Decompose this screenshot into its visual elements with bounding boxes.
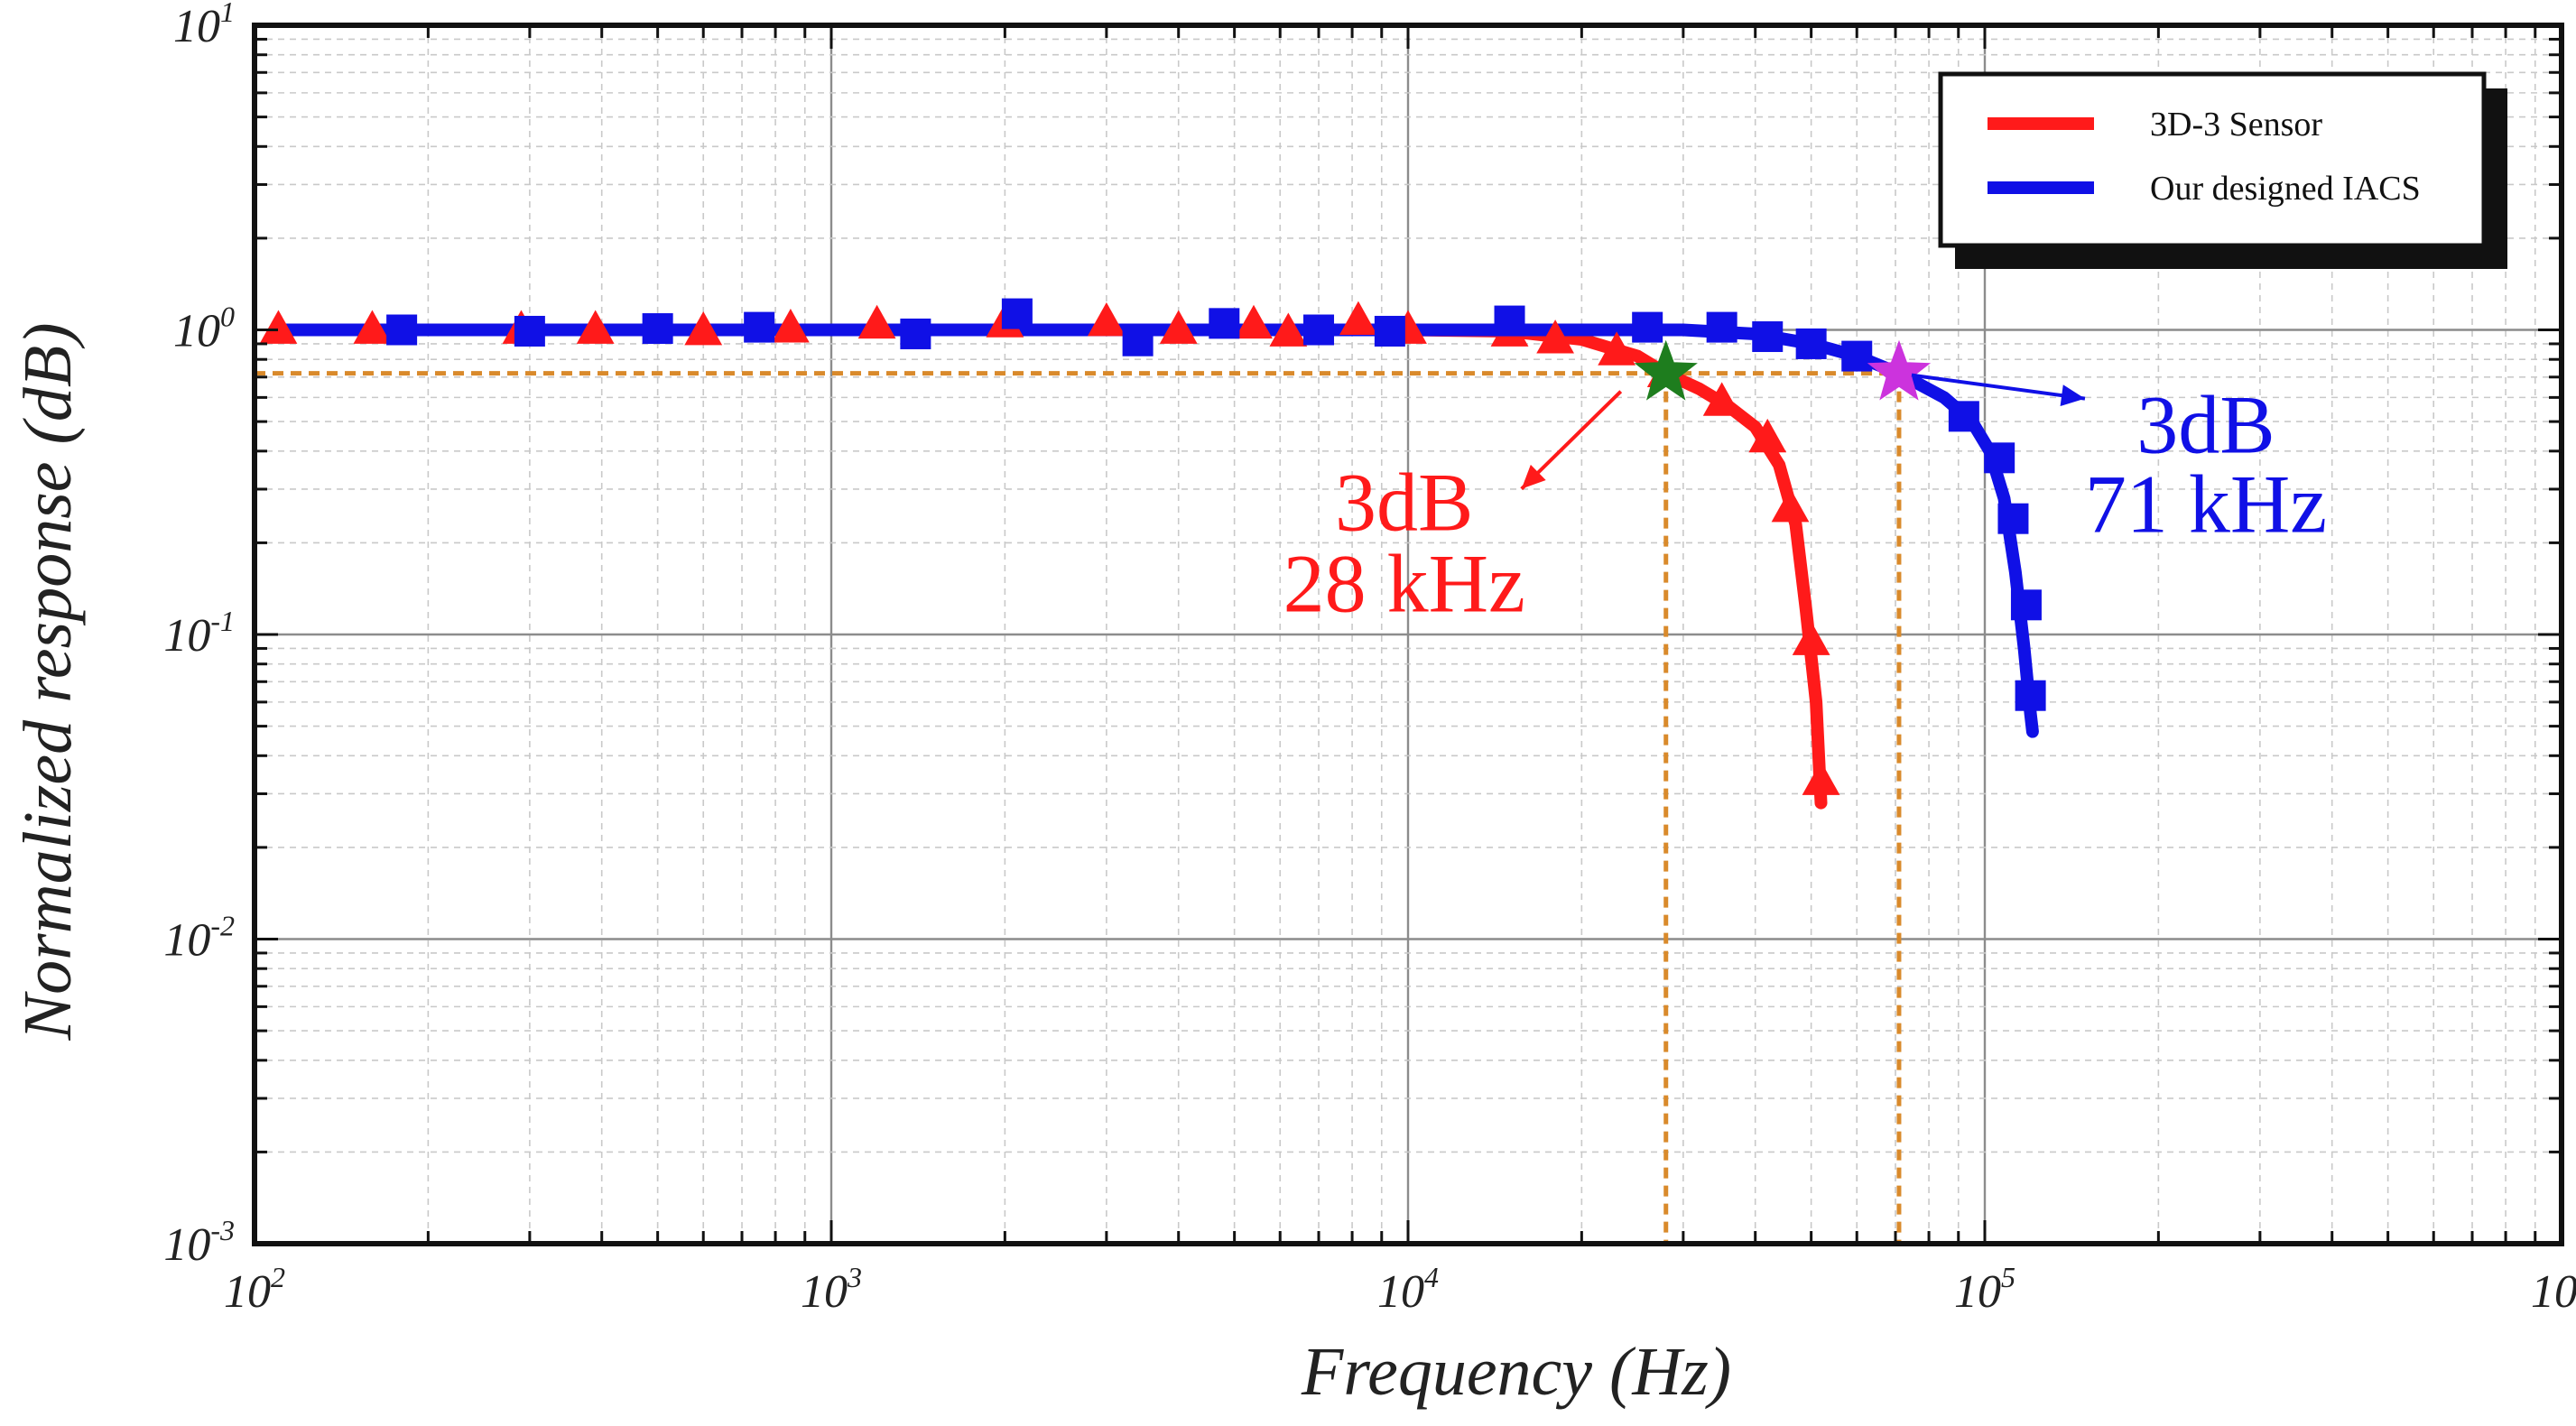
series-layer xyxy=(259,298,2046,810)
series-line-0 xyxy=(272,323,1828,810)
data-point-square xyxy=(1209,308,1240,339)
arrow-71khz-head xyxy=(2060,384,2085,407)
legend: 3D-3 Sensor Our designed IACS xyxy=(1938,71,2507,269)
data-point-square xyxy=(1752,321,1784,353)
y-tick-label: 10-2 xyxy=(163,910,235,967)
x-tick-label: 103 xyxy=(801,1261,862,1318)
data-point-square xyxy=(1001,298,1033,329)
data-point-square xyxy=(1984,442,2015,474)
arrow-71khz-shaft xyxy=(1911,373,2086,401)
data-point-triangle xyxy=(1598,331,1636,366)
data-point-triangle xyxy=(684,310,723,346)
data-point-square xyxy=(1632,311,1663,343)
series-line-1 xyxy=(272,323,2039,738)
annotation-71khz-line2: 71 kHz xyxy=(2085,458,2327,551)
y-axis-title: Normalized response (dB) xyxy=(10,322,86,1041)
data-point-triangle xyxy=(1702,382,1741,416)
annotation-28khz-line1: 3dB xyxy=(1335,457,1473,549)
data-point-triangle xyxy=(1087,301,1126,337)
data-point-triangle xyxy=(1536,319,1575,354)
tick-marks xyxy=(253,23,2563,1245)
arrow-28khz-head xyxy=(1521,464,1546,489)
data-point-triangle xyxy=(1792,621,1830,655)
x-tick-label: 104 xyxy=(1377,1261,1439,1318)
annotation-71khz-line1: 3dB xyxy=(2136,379,2275,471)
data-point-triangle xyxy=(353,310,392,344)
data-point-triangle xyxy=(259,310,298,344)
data-point-triangle xyxy=(771,309,810,343)
tick-labels: 102 103 104 105 106 101 100 10-1 10-2 10-3 xyxy=(163,0,2576,1318)
legend-label-iacs: Our designed IACS xyxy=(2150,170,2421,208)
data-point-square xyxy=(2015,680,2046,711)
magenta-star-marker xyxy=(1867,339,1932,401)
data-point-square xyxy=(1303,314,1335,346)
data-point-square xyxy=(1494,305,1525,337)
x-tick-label: 105 xyxy=(1954,1261,2015,1318)
data-point-square xyxy=(1997,503,2029,534)
data-point-triangle xyxy=(1339,301,1377,335)
x-axis-title: Frequency (Hz) xyxy=(1301,1334,1731,1410)
x-tick-label: 102 xyxy=(224,1261,285,1318)
data-point-square xyxy=(900,318,931,349)
data-point-square xyxy=(744,311,775,343)
data-point-square xyxy=(2010,589,2042,621)
data-point-square xyxy=(1948,401,1979,432)
y-tick-label: 100 xyxy=(173,301,235,357)
data-point-square xyxy=(1706,311,1737,343)
data-point-square xyxy=(1841,340,1873,372)
data-point-square xyxy=(514,315,545,347)
data-point-triangle xyxy=(1269,312,1308,347)
data-point-square xyxy=(386,314,418,346)
y-tick-label: 10-3 xyxy=(163,1214,235,1271)
data-point-triangle xyxy=(576,310,615,344)
data-point-triangle xyxy=(857,304,896,339)
data-point-square xyxy=(1795,328,1827,359)
data-point-square xyxy=(1122,325,1154,356)
data-point-triangle xyxy=(1802,761,1840,795)
x-tick-label: 106 xyxy=(2531,1261,2576,1318)
data-point-triangle xyxy=(1748,418,1787,453)
data-point-square xyxy=(642,313,673,345)
highlight-markers xyxy=(1634,339,1932,401)
data-point-triangle xyxy=(1235,304,1273,339)
data-point-triangle xyxy=(1771,487,1810,523)
y-tick-label: 101 xyxy=(173,0,235,52)
data-point-square xyxy=(1374,315,1405,347)
legend-box xyxy=(1938,71,2487,248)
data-point-triangle xyxy=(1159,310,1198,344)
green-star-marker xyxy=(1634,339,1698,401)
reference-lines xyxy=(255,371,1902,1244)
y-tick-label: 10-1 xyxy=(163,605,235,662)
annotation-28khz-line2: 28 kHz xyxy=(1283,538,1525,630)
legend-label-3d-3-sensor: 3D-3 Sensor xyxy=(2150,106,2322,144)
